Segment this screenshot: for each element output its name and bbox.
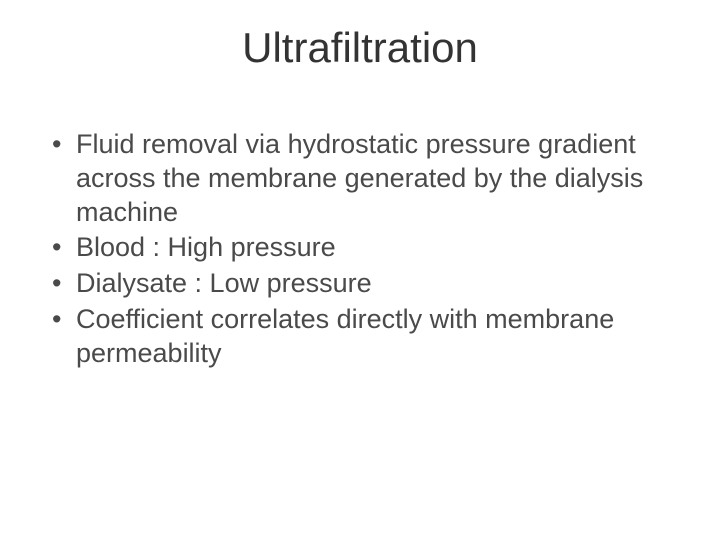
slide: Ultrafiltration Fluid removal via hydros… bbox=[0, 0, 720, 540]
list-item: Dialysate : Low pressure bbox=[48, 267, 672, 301]
list-item: Coefficient correlates directly with mem… bbox=[48, 303, 672, 371]
slide-title: Ultrafiltration bbox=[0, 24, 720, 72]
bullet-list: Fluid removal via hydrostatic pressure g… bbox=[48, 128, 672, 370]
slide-body: Fluid removal via hydrostatic pressure g… bbox=[48, 128, 672, 372]
list-item: Fluid removal via hydrostatic pressure g… bbox=[48, 128, 672, 229]
list-item: Blood : High pressure bbox=[48, 231, 672, 265]
